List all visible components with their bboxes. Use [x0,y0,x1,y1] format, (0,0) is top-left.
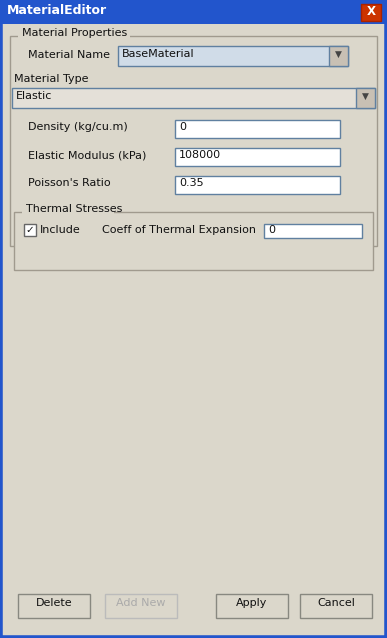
Bar [175,120,340,138]
Bar [329,46,348,66]
Text: Cancel: Cancel [317,598,355,608]
Text: Add New: Add New [116,598,166,608]
Text: Poisson's Ratio: Poisson's Ratio [28,178,111,188]
Text: 0: 0 [268,225,275,235]
Bar [175,176,340,194]
Text: Coeff of Thermal Expansion: Coeff of Thermal Expansion [102,225,256,235]
Text: 0: 0 [179,122,186,132]
Bar [356,88,375,108]
Bar [14,212,373,270]
Text: Elastic: Elastic [16,91,52,101]
Text: Density (kg/cu.m): Density (kg/cu.m) [28,122,128,132]
Bar [175,148,340,166]
Text: ▼: ▼ [335,50,341,59]
Bar [18,594,90,618]
Bar [12,88,375,108]
Bar [18,28,130,42]
Bar [2,2,385,24]
Text: 108000: 108000 [179,150,221,160]
Bar [216,594,288,618]
Text: X: X [366,5,375,18]
Text: Include: Include [40,225,81,235]
Text: Material Properties: Material Properties [22,28,127,38]
Text: ✓: ✓ [25,225,34,235]
Bar [22,204,114,218]
Text: Material Type: Material Type [14,74,89,84]
Bar [300,594,372,618]
Text: 0.35: 0.35 [179,178,204,188]
Text: Thermal Stresses: Thermal Stresses [26,204,122,214]
Text: Delete: Delete [36,598,72,608]
Text: Material Name: Material Name [28,50,110,60]
Text: MaterialEditor: MaterialEditor [7,4,107,17]
Text: BaseMaterial: BaseMaterial [122,49,195,59]
Bar [361,4,381,21]
Bar [24,224,36,236]
Bar [10,36,377,246]
Bar [105,594,177,618]
Text: Apply: Apply [236,598,268,608]
Text: Elastic Modulus (kPa): Elastic Modulus (kPa) [28,150,146,160]
Bar [118,46,348,66]
Text: ▼: ▼ [361,92,368,101]
Bar [264,224,362,238]
